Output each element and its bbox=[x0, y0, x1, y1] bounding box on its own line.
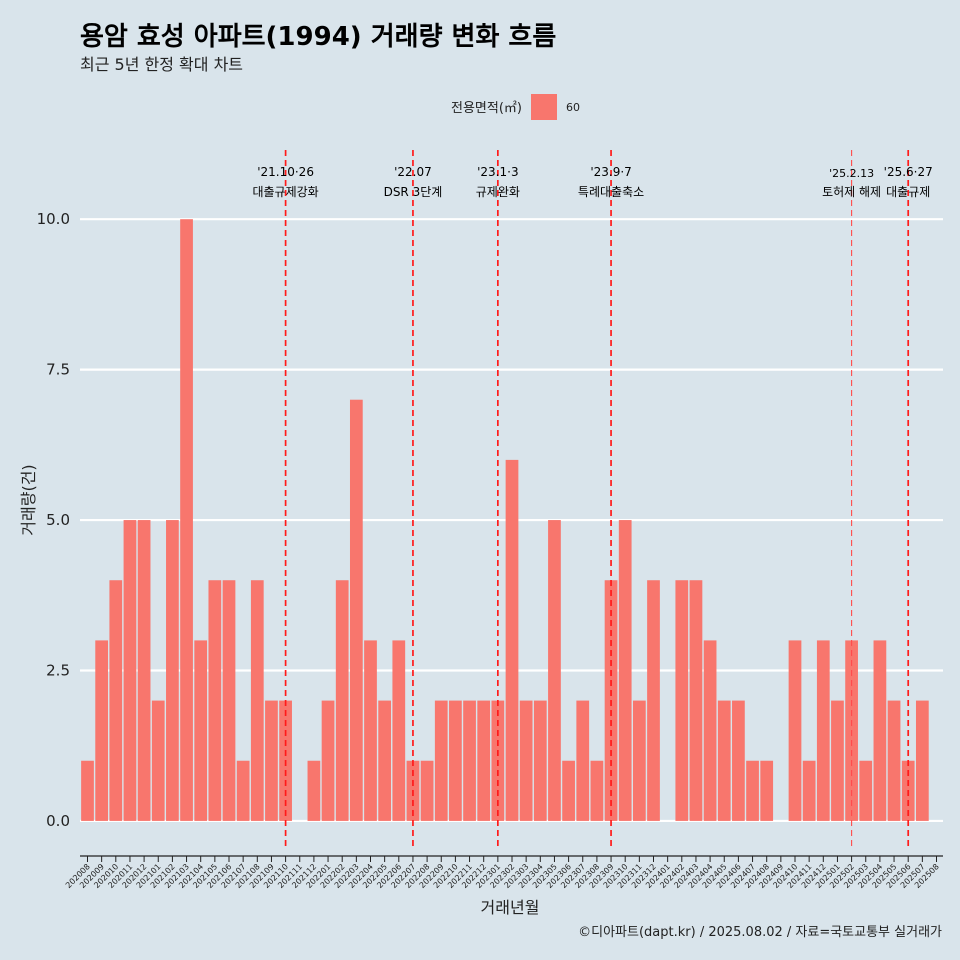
bar-202504 bbox=[873, 640, 887, 821]
bar-202306 bbox=[562, 760, 575, 821]
event-label: 대출규제 bbox=[886, 185, 930, 199]
bar-202503 bbox=[859, 760, 873, 821]
legend: 전용면적(㎡) 60 bbox=[451, 94, 580, 120]
annotations: '21.10·26 대출규제강화 '22.07 DSR 3단계 '23.1·3 규제완화 '… bbox=[252, 150, 933, 848]
bar-202505 bbox=[887, 700, 901, 821]
y-tick-label: 0.0 bbox=[46, 812, 70, 830]
bar-202203 bbox=[349, 399, 363, 821]
bar-202209 bbox=[434, 700, 448, 821]
bar-202412 bbox=[816, 640, 830, 821]
event-date: '23.9·7 bbox=[590, 165, 631, 179]
event-date: '25.6·27 bbox=[884, 165, 933, 179]
bar-202112 bbox=[307, 760, 321, 821]
bar-202305 bbox=[548, 520, 561, 821]
bar-202204 bbox=[364, 640, 377, 821]
x-axis: 2020082020092020102020112020122021012021… bbox=[64, 855, 943, 890]
bar-202103 bbox=[180, 219, 193, 821]
bar-202210 bbox=[449, 700, 462, 821]
event-date: '21.10·26 bbox=[257, 165, 314, 179]
bars bbox=[81, 219, 929, 821]
bar-202307 bbox=[576, 700, 590, 821]
y-axis-title: 거래량(건) bbox=[19, 464, 38, 535]
bar-202507 bbox=[915, 700, 929, 821]
bar-202501 bbox=[831, 700, 844, 821]
x-axis-title: 거래년월 bbox=[481, 898, 540, 917]
event-label: DSR 3단계 bbox=[384, 185, 443, 199]
bar-202105 bbox=[208, 580, 222, 821]
caption: ©디아파트(dapt.kr) / 2025.08.02 / 자료=국토교통부 실… bbox=[578, 925, 942, 940]
bar-202205 bbox=[378, 700, 392, 821]
bar-202101 bbox=[151, 700, 165, 821]
bar-202104 bbox=[194, 640, 208, 821]
legend-title: 전용면적(㎡) bbox=[451, 101, 522, 116]
bar-202403 bbox=[689, 580, 703, 821]
bar-202411 bbox=[802, 760, 816, 821]
bar-202206 bbox=[392, 640, 406, 821]
chart-title: 용암 효성 아파트(1994) 거래량 변화 흐름 bbox=[80, 22, 556, 52]
chart-subtitle: 최근 5년 한정 확대 차트 bbox=[80, 55, 243, 74]
y-tick-label: 2.5 bbox=[46, 661, 70, 679]
bar-202009 bbox=[95, 640, 109, 821]
y-tick-label: 10.0 bbox=[37, 210, 70, 228]
y-tick-label: 5.0 bbox=[46, 511, 70, 529]
bar-202201 bbox=[321, 700, 335, 821]
event-date: '25.2.13 bbox=[829, 167, 874, 180]
event-date: '23.1·3 bbox=[477, 165, 518, 179]
bar-202312 bbox=[647, 580, 660, 821]
bar-202108 bbox=[250, 580, 264, 821]
bar-202405 bbox=[717, 700, 731, 821]
bar-202106 bbox=[222, 580, 236, 821]
y-tick-label: 7.5 bbox=[46, 361, 70, 379]
bar-202211 bbox=[463, 700, 476, 821]
bar-202208 bbox=[420, 760, 434, 821]
event-label: 특례대출축소 bbox=[578, 185, 644, 199]
bar-202010 bbox=[109, 580, 123, 821]
bar-202012 bbox=[137, 520, 151, 821]
bar-202303 bbox=[519, 700, 533, 821]
bar-202404 bbox=[703, 640, 717, 821]
bar-202008 bbox=[81, 760, 94, 821]
event-label: 규제완화 bbox=[476, 185, 520, 199]
event-label: 토허제 해제 bbox=[822, 185, 881, 199]
y-axis: 0.0 2.5 5.0 7.5 10.0 bbox=[37, 210, 70, 830]
bar-202311 bbox=[632, 700, 646, 821]
bar-202107 bbox=[236, 760, 250, 821]
bar-202102 bbox=[166, 520, 179, 821]
bar-202406 bbox=[732, 700, 745, 821]
event-label: 대출규제강화 bbox=[252, 185, 318, 199]
bar-202304 bbox=[533, 700, 547, 821]
legend-swatch bbox=[531, 94, 557, 120]
bar-202011 bbox=[123, 520, 137, 821]
bar-202407 bbox=[746, 760, 759, 821]
legend-label: 60 bbox=[566, 101, 580, 114]
bar-202310 bbox=[618, 520, 632, 821]
event-date: '22.07 bbox=[394, 165, 432, 179]
bar-202308 bbox=[590, 760, 604, 821]
bar-202212 bbox=[477, 700, 491, 821]
bar-202408 bbox=[760, 760, 774, 821]
bar-202202 bbox=[335, 580, 349, 821]
bar-202410 bbox=[788, 640, 802, 821]
bar-202109 bbox=[265, 700, 278, 821]
bar-202402 bbox=[675, 580, 689, 821]
bar-202302 bbox=[505, 459, 519, 821]
